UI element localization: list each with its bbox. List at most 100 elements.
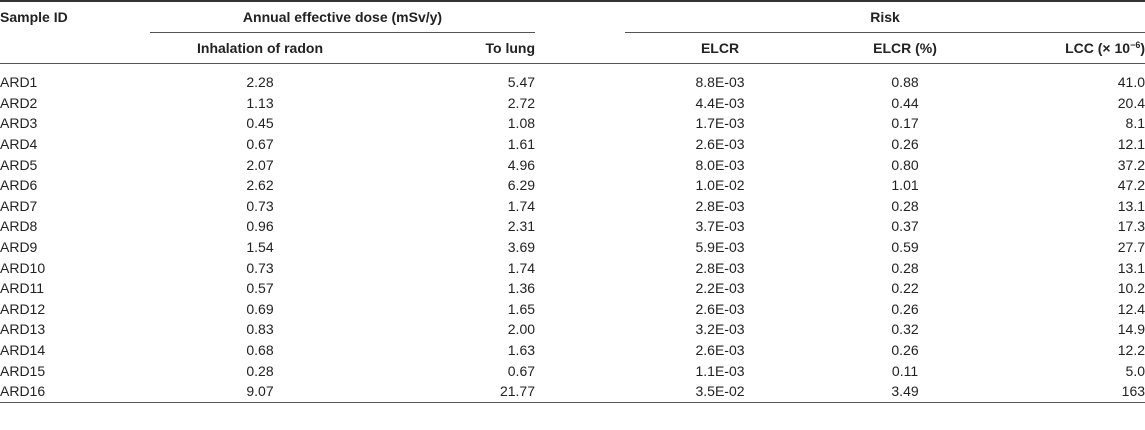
cell-elcr-pct: 0.59 [891,239,919,256]
cell-inhalation: 0.68 [246,342,274,359]
header-lcc-exponent: −6 [1130,40,1141,50]
cell-sample-id: ARD13 [0,321,46,338]
cell-gap [535,257,625,278]
cell-lcc: 12.2 [1117,342,1145,359]
cell-gap [535,340,625,361]
cell-lcc: 12.1 [1117,136,1145,153]
cell-elcr-pct: 1.01 [891,177,919,194]
cell-elcr: 2.8E-03 [695,197,745,214]
cell-lcc: 8.1 [1125,115,1145,132]
cell-gap [535,93,625,114]
cell-gap [535,154,625,175]
cell-lcc: 13.1 [1117,197,1145,214]
cell-to-lung: 1.65 [507,300,536,317]
table-row: ARD10 0.73 1.74 2.8E-03 0.28 13.1 [0,257,1145,278]
cell-to-lung: 1.63 [507,342,536,359]
cell-sample-id: ARD1 [0,74,38,91]
cell-elcr: 3.2E-03 [695,321,745,338]
cell-gap [535,196,625,217]
cell-sample-id: ARD9 [0,239,38,256]
cell-inhalation: 1.13 [246,94,274,111]
cell-inhalation: 1.54 [246,239,274,256]
cell-elcr: 2.8E-03 [695,259,745,276]
cell-gap [535,72,625,93]
cell-sample-id: ARD2 [0,94,38,111]
cell-sample-id: ARD6 [0,177,38,194]
cell-elcr: 8.0E-03 [695,156,745,173]
cell-inhalation: 0.28 [246,362,274,379]
cell-sample-id: ARD3 [0,115,38,132]
cell-elcr: 2.6E-03 [695,342,745,359]
table-row: ARD5 2.07 4.96 8.0E-03 0.80 37.2 [0,154,1145,175]
table-row: ARD6 2.62 6.29 1.0E-02 1.01 47.2 [0,175,1145,196]
table-row: ARD2 1.13 2.72 4.4E-03 0.44 20.4 [0,93,1145,114]
cell-elcr: 3.5E-02 [625,380,816,403]
cell-sample-id: ARD12 [0,300,46,317]
table-row: ARD4 0.67 1.61 2.6E-03 0.26 12.1 [0,134,1145,155]
header-lcc: LCC (× 10−6) [995,33,1145,64]
cell-elcr-pct: 0.32 [891,321,919,338]
cell-lcc: 163 [995,380,1145,403]
cell-gap [535,216,625,237]
cell-inhalation: 0.67 [246,136,274,153]
table-row: ARD14 0.68 1.63 2.6E-03 0.26 12.2 [0,340,1145,361]
cell-to-lung: 2.31 [507,218,536,235]
cell-to-lung: 3.69 [507,239,536,256]
cell-elcr-pct: 0.80 [891,156,919,173]
cell-to-lung: 6.29 [507,177,536,194]
cell-to-lung: 1.74 [507,197,536,214]
header-sample-id: Sample ID [0,9,68,26]
header-row-1: Sample ID Annual effective dose (mSv/y) … [0,1,1145,33]
cell-gap [535,113,625,134]
cell-inhalation: 2.62 [246,177,274,194]
cell-elcr: 1.1E-03 [695,362,745,379]
cell-inhalation: 2.07 [246,156,274,173]
cell-lcc: 12.4 [1117,300,1145,317]
cell-gap [535,299,625,320]
cell-lcc: 17.3 [1117,218,1145,235]
cell-inhalation: 9.07 [150,380,370,403]
table-row: ARD3 0.45 1.08 1.7E-03 0.17 8.1 [0,113,1145,134]
cell-sample-id: ARD7 [0,197,38,214]
cell-sample-id: ARD16 [0,380,150,403]
table-row: ARD13 0.83 2.00 3.2E-03 0.32 14.9 [0,319,1145,340]
table-row: ARD8 0.96 2.31 3.7E-03 0.37 17.3 [0,216,1145,237]
cell-lcc: 37.2 [1117,156,1145,173]
cell-sample-id: ARD5 [0,156,38,173]
cell-gap [535,380,626,403]
cell-lcc: 41.0 [1117,74,1145,91]
cell-gap [535,134,625,155]
table-row: ARD9 1.54 3.69 5.9E-03 0.59 27.7 [0,237,1145,258]
cell-elcr: 1.7E-03 [695,115,745,132]
cell-lcc: 5.0 [1125,362,1145,379]
cell-elcr-pct: 0.28 [891,259,919,276]
cell-elcr-pct: 3.49 [815,380,996,403]
cell-elcr: 2.6E-03 [695,300,745,317]
cell-elcr: 1.0E-02 [695,177,745,194]
cell-lcc: 27.7 [1117,239,1145,256]
table-row: ARD7 0.73 1.74 2.8E-03 0.28 13.1 [0,196,1145,217]
cell-elcr-pct: 0.17 [891,115,919,132]
header-to-lung: To lung [485,40,536,56]
cell-to-lung: 1.08 [507,115,536,132]
header-lcc-prefix: LCC (× 10 [1065,40,1131,56]
cell-elcr: 3.7E-03 [695,218,745,235]
cell-lcc: 13.1 [1117,259,1145,276]
cell-inhalation: 0.73 [246,259,274,276]
cell-elcr: 2.2E-03 [695,280,745,297]
header-annual-effective-dose: Annual effective dose (mSv/y) [150,1,536,33]
header-row-2: Inhalation of radon To lung ELCR ELCR (%… [0,33,1145,64]
cell-sample-id: ARD10 [0,259,46,276]
cell-elcr-pct: 0.44 [891,94,919,111]
cell-to-lung: 2.00 [507,321,536,338]
cell-elcr-pct: 0.28 [891,197,919,214]
cell-to-lung: 1.36 [507,280,536,297]
cell-to-lung: 0.67 [507,362,536,379]
header-inhalation: Inhalation of radon [197,40,323,56]
table-row: ARD11 0.57 1.36 2.2E-03 0.22 10.2 [0,278,1145,299]
cell-elcr: 5.9E-03 [695,239,745,256]
cell-elcr-pct: 0.22 [891,280,919,297]
cell-gap [535,237,625,258]
cell-elcr: 8.8E-03 [695,74,745,91]
cell-sample-id: ARD14 [0,342,46,359]
